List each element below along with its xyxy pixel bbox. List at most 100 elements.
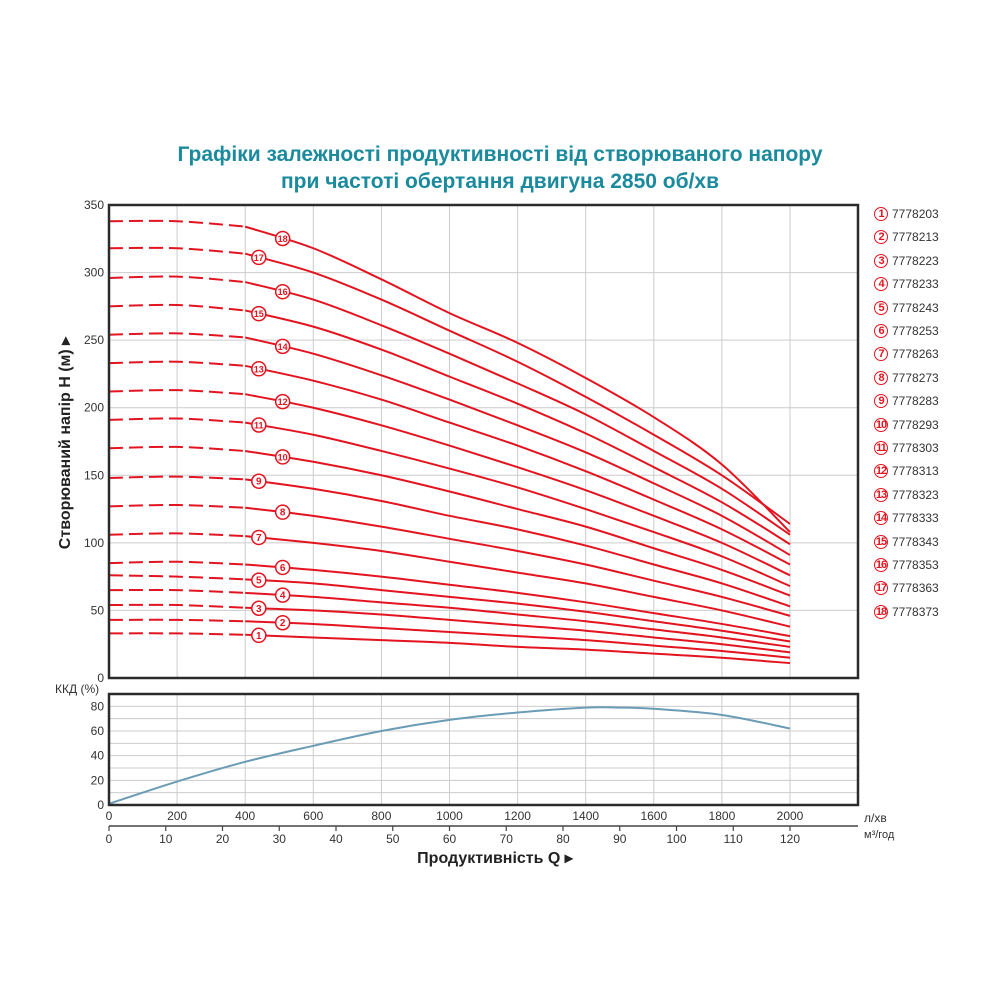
curve-badge (251, 361, 267, 377)
legend-code: 7778293 (892, 417, 939, 432)
curve-badge-number: 5 (256, 576, 262, 587)
curve-badge-number: 1 (256, 631, 262, 642)
curve-badge-number: 4 (280, 591, 286, 602)
x-tick-lpm: 0 (106, 809, 113, 823)
legend-badge: 1 (874, 207, 888, 221)
curve-badge-number: 9 (256, 477, 262, 488)
curve-dashed-segment (108, 417, 246, 424)
efficiency-plot-frame (107, 692, 860, 807)
y-tick-label: 50 (91, 603, 105, 617)
legend-code: 7778323 (892, 487, 939, 502)
legend-badge: 12 (874, 464, 888, 479)
curve-solid-segment (245, 633, 791, 665)
legend-item: 2 7778213 (874, 228, 939, 246)
legend-item: 17 7778363 (874, 579, 939, 597)
y-tick-label: 350 (84, 198, 104, 212)
legend-item: 18 7778373 (874, 603, 939, 621)
curve-solid-segment (245, 393, 791, 577)
main-y-axis-ticks: 0 50 100 150 200 250 300 350 (84, 198, 104, 685)
legend-code: 7778303 (892, 441, 939, 455)
curve-solid-segment (245, 578, 791, 643)
y-axis-title: Створюваний напір H (м) ▸ (57, 336, 74, 549)
x-axis-m3h-ticks: 0 10 20 30 40 50 60 70 80 90 100 110 120 (106, 826, 800, 846)
curve-solid-segment (244, 309, 791, 546)
legend-code: 7778253 (892, 324, 939, 338)
x-tick-m3h: 120 (780, 832, 800, 846)
x-tick-m3h: 80 (556, 832, 570, 846)
curve-dashed-segment (108, 532, 246, 538)
efficiency-plot-grid (109, 694, 858, 805)
x-tick-lpm: 1400 (572, 809, 599, 823)
curve-badge-number: 6 (280, 563, 286, 574)
curve-dashed-segment (108, 632, 246, 636)
legend-badge: 18 (874, 604, 888, 619)
x-tick-lpm: 1600 (640, 809, 667, 823)
legend-item: 4 7778233 (874, 275, 939, 293)
y-tick-label: 100 (84, 536, 104, 550)
x-tick-m3h: 20 (216, 832, 230, 846)
x-unit-lpm: л/хв (864, 811, 887, 825)
curve-solid-segment (244, 225, 791, 533)
curve-dashed-segment (108, 603, 246, 609)
x-tick-m3h: 10 (159, 832, 173, 846)
curve-badge-number: 18 (278, 234, 288, 244)
x-unit-m3h: м³/год (864, 829, 895, 841)
legend-item: 13 7778323 (874, 486, 939, 504)
curve-solid-segment (244, 336, 791, 556)
x-tick-lpm: 2000 (777, 809, 804, 823)
legend-badge: 10 (874, 417, 888, 432)
legend-badge: 13 (874, 487, 888, 502)
legend-badge: 4 (874, 277, 888, 292)
efficiency-tick-label: 80 (91, 699, 105, 713)
x-tick-m3h: 110 (724, 832, 743, 846)
curve-badge (274, 559, 291, 576)
efficiency-y-axis-ticks: 0 20 40 60 80 (91, 699, 105, 812)
x-tick-lpm: 200 (167, 809, 187, 823)
legend-item: 14 7778333 (874, 509, 939, 527)
curve-badge (251, 249, 267, 266)
efficiency-tick-label: 60 (91, 724, 105, 738)
curve-solid-segment (245, 449, 791, 597)
curve-badge (251, 473, 267, 489)
x-tick-m3h: 0 (106, 832, 113, 846)
main-plot-frame (107, 203, 860, 680)
x-tick-lpm: 600 (303, 809, 323, 823)
x-tick-m3h: 30 (273, 832, 287, 846)
curve-badge (274, 504, 291, 520)
curve-badge (251, 627, 267, 644)
legend-item: 6 7778253 (874, 322, 939, 340)
curve-solid-segment (245, 620, 791, 659)
legend-code: 7778263 (892, 347, 939, 362)
x-tick-m3h: 70 (500, 832, 514, 846)
legend-code: 7778203 (892, 207, 939, 221)
curve-solid-segment (244, 252, 791, 525)
legend-badge: 3 (874, 253, 888, 268)
legend-item: 3 7778223 (874, 252, 939, 270)
curve-solid-segment (245, 591, 791, 648)
efficiency-tick-label: 0 (97, 798, 104, 812)
curve-dashed-segment (108, 560, 246, 566)
legend-code: 7778233 (892, 277, 939, 292)
curve-dashed-segment (108, 445, 246, 452)
y-tick-label: 300 (84, 266, 104, 280)
y-tick-label: 150 (84, 468, 104, 482)
legend-badge: 11 (874, 441, 888, 455)
curve-dashed-segment (108, 332, 246, 339)
curve-badge (251, 305, 267, 322)
curve-badge (274, 338, 291, 355)
curve-badge-number: 3 (256, 604, 262, 615)
legend-badge: 2 (874, 230, 888, 245)
curve-badge (251, 529, 267, 546)
legend-badge: 9 (874, 394, 888, 409)
curve-solid-segment (245, 563, 791, 638)
legend-code: 7778213 (892, 230, 939, 245)
legend-item: 12 7778313 (874, 462, 939, 480)
curve-dashed-segment (108, 360, 246, 367)
x-tick-m3h: 50 (386, 832, 400, 846)
legend-item: 1 7778203 (874, 205, 939, 223)
legend-code: 7778353 (892, 558, 939, 572)
curve-badge (274, 587, 291, 603)
curve-solid-segment (244, 364, 791, 566)
legend-item: 9 7778283 (874, 392, 939, 410)
